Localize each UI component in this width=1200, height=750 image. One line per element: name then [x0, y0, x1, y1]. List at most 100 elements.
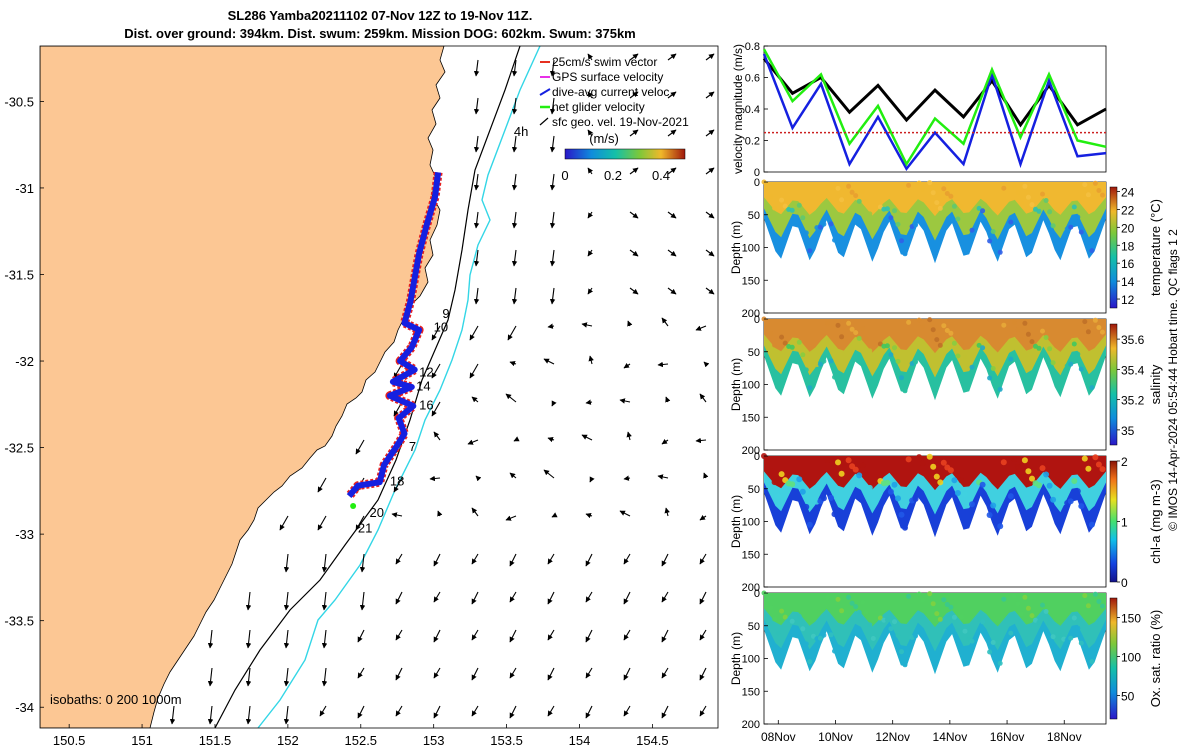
- section-sample: [1036, 619, 1042, 625]
- section-sample: [803, 367, 809, 373]
- velocity-arrow: [549, 59, 556, 77]
- velocity-series: [762, 48, 1107, 172]
- section-sample: [835, 459, 841, 466]
- velocity-arrow: [629, 167, 639, 175]
- lon-tick-label: 152.5: [345, 733, 378, 748]
- velocity-arrow: [319, 705, 327, 717]
- velocity-arrow: [623, 553, 631, 565]
- velocity-arrow: [359, 553, 366, 573]
- section-sample: [930, 190, 936, 196]
- map-legend: 25cm/s swim vector GPS surface velocity …: [539, 55, 689, 183]
- section-sample: [765, 185, 770, 191]
- isobath-200m: [214, 46, 521, 728]
- depth-tick: 100: [742, 517, 760, 529]
- section-sample: [1029, 613, 1035, 619]
- section-sample: [1040, 328, 1045, 334]
- section-sample: [853, 330, 859, 336]
- velocity-ytick: 0.4: [745, 104, 760, 116]
- velocity-arrow: [543, 469, 555, 479]
- surface-velocity-field: [169, 53, 715, 725]
- velocity-arrow: [585, 591, 593, 603]
- section-sample: [1067, 498, 1074, 505]
- section-sample: [1022, 594, 1028, 600]
- section-sample: [899, 649, 904, 655]
- velocity-arrow: [473, 97, 480, 115]
- section-sample: [1092, 454, 1099, 461]
- section-sample: [856, 472, 863, 479]
- section-sample: [1078, 229, 1084, 235]
- velocity-arrow: [705, 129, 715, 137]
- section-sample: [846, 594, 852, 600]
- section-sample: [789, 481, 796, 488]
- velocity-arrow: [395, 705, 403, 717]
- section-sample: [980, 619, 986, 625]
- section-sample: [832, 237, 837, 243]
- section-panel-4: 0 50 100 150 200 Depth (m) 50 100 150 Ox. sat. ra…: [729, 588, 1163, 731]
- velocity-arrow: [511, 97, 518, 115]
- section-sample: [1011, 456, 1018, 463]
- section-sample: [1100, 603, 1105, 609]
- velocity-arrow: [283, 629, 290, 649]
- section-sample: [1057, 359, 1063, 365]
- section-sample: [1100, 192, 1105, 198]
- section-sample: [962, 491, 968, 498]
- section-sample: [800, 215, 806, 221]
- legend-item-sfc-geo: sfc geo. vel. 19-Nov-2021: [539, 115, 689, 129]
- section-sample: [983, 495, 990, 502]
- section-sample: [990, 366, 996, 371]
- depth-tick: 100: [742, 380, 760, 392]
- section-sample: [933, 473, 940, 480]
- section-sample: [772, 616, 778, 622]
- velocity-arrow: [509, 360, 517, 367]
- section-sample: [955, 216, 961, 222]
- section-sample: [817, 224, 823, 230]
- legend-item-swim-vector: 25cm/s swim vector: [540, 55, 657, 69]
- day-marker: 18: [390, 474, 404, 489]
- colorbar-units: (m/s): [589, 131, 619, 146]
- velocity-arrow: [549, 173, 556, 191]
- velocity-arrow: [667, 167, 677, 175]
- section-sample: [962, 354, 968, 360]
- velocity-arrow: [626, 431, 632, 441]
- section-surface-layer: [764, 456, 1106, 491]
- section-sample: [1025, 194, 1031, 200]
- section-sample: [856, 609, 862, 615]
- section-sample: [779, 334, 785, 340]
- lat-tick-label: -33: [15, 527, 34, 542]
- section-sample: [859, 462, 866, 469]
- section-sample: [888, 352, 894, 358]
- lon-tick-label: 151: [131, 733, 153, 748]
- section-sample: [853, 193, 859, 199]
- colorbar-tick: 0.2: [604, 168, 622, 183]
- velocity-arrow: [623, 475, 631, 481]
- section-sample: [803, 503, 810, 510]
- velocity-arrow: [391, 512, 403, 518]
- depth-tick: 100: [742, 243, 760, 255]
- velocity-arrow: [623, 591, 631, 605]
- section-sample: [1015, 327, 1021, 333]
- velocity-arrow: [283, 591, 290, 611]
- section-sample: [1089, 385, 1095, 391]
- velocity-arrow: [357, 667, 365, 679]
- section-sample: [846, 320, 852, 326]
- velocity-arrow: [619, 398, 631, 404]
- section-sample: [920, 186, 926, 192]
- section-sample: [987, 238, 993, 244]
- section-sample: [997, 523, 1004, 530]
- section-sample: [962, 628, 968, 634]
- section-sample: [916, 317, 922, 323]
- velocity-arrow: [473, 211, 480, 229]
- section-sample: [884, 206, 890, 212]
- velocity-arrow: [549, 287, 556, 305]
- section-sample: [895, 632, 901, 638]
- section-sample: [1092, 180, 1098, 186]
- section-sample: [905, 456, 912, 463]
- velocity-arrow: [511, 59, 518, 77]
- velocity-arrow: [321, 629, 328, 649]
- section-sample: [867, 622, 873, 628]
- velocity-arrow: [661, 553, 669, 567]
- section-sample: [979, 481, 986, 488]
- section-sample: [845, 457, 852, 464]
- section-sample: [1085, 192, 1091, 198]
- velocity-arrow: [437, 510, 443, 517]
